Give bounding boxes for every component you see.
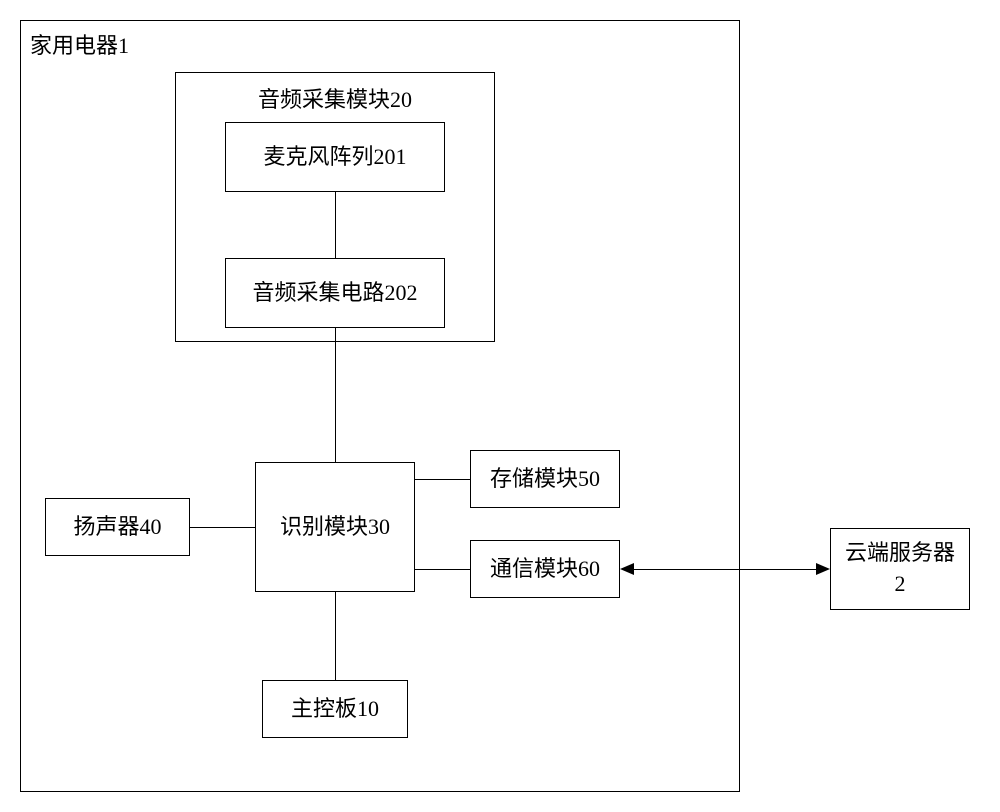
edge-recognition-to-mainboard <box>335 592 336 680</box>
node-comm: 通信模块60 <box>470 540 620 598</box>
label-mic-array: 麦克风阵列201 <box>263 142 406 173</box>
label-audio-module: 音频采集模块20 <box>258 82 412 114</box>
label-comm: 通信模块60 <box>490 554 600 585</box>
edge-recognition-to-storage <box>415 479 470 480</box>
edge-speaker-to-recognition <box>190 527 255 528</box>
edge-comm-to-cloud-line <box>634 569 816 570</box>
node-storage: 存储模块50 <box>470 450 620 508</box>
label-audio-circuit: 音频采集电路202 <box>252 278 417 309</box>
edge-comm-to-cloud-arrow-right <box>816 563 830 575</box>
label-storage: 存储模块50 <box>490 464 600 495</box>
node-audio-circuit: 音频采集电路202 <box>225 258 445 328</box>
edge-comm-to-cloud-arrow-left <box>620 563 634 575</box>
label-speaker: 扬声器40 <box>73 512 161 543</box>
label-mainboard: 主控板10 <box>291 694 379 725</box>
node-speaker: 扬声器40 <box>45 498 190 556</box>
node-mic-array: 麦克风阵列201 <box>225 122 445 192</box>
diagram-canvas: 家用电器1 音频采集模块20 麦克风阵列201 音频采集电路202 识别模块30… <box>0 0 1000 812</box>
node-mainboard: 主控板10 <box>262 680 408 738</box>
edge-circuit-to-recognition <box>335 328 336 462</box>
node-cloud-server: 云端服务器 2 <box>830 528 970 610</box>
label-outer-appliance: 家用电器1 <box>30 28 129 60</box>
edge-recognition-to-comm <box>415 569 470 570</box>
label-cloud-server: 云端服务器 2 <box>845 538 955 600</box>
node-recognition: 识别模块30 <box>255 462 415 592</box>
label-recognition: 识别模块30 <box>280 512 390 543</box>
edge-mic-to-circuit <box>335 192 336 258</box>
